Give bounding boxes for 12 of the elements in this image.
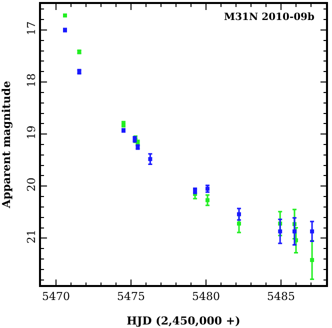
annotation: M31N 2010-09b: [224, 12, 315, 23]
y-tick-label: 21: [24, 230, 38, 244]
y-tick-label: 17: [24, 21, 38, 36]
y-tick-label: 20: [24, 177, 38, 192]
x-tick-label: 5480: [192, 290, 220, 303]
x-tick-label: 5485: [267, 290, 295, 303]
y-tick-label: 19: [24, 125, 38, 140]
y-axis-title: Apparent magnitude: [0, 80, 13, 210]
x-axis-title: HJD (2,450,000 +): [126, 314, 240, 328]
x-tick-label: 5470: [42, 290, 70, 303]
y-tick-label: 18: [24, 73, 38, 88]
x-tick-label: 5475: [117, 290, 145, 303]
